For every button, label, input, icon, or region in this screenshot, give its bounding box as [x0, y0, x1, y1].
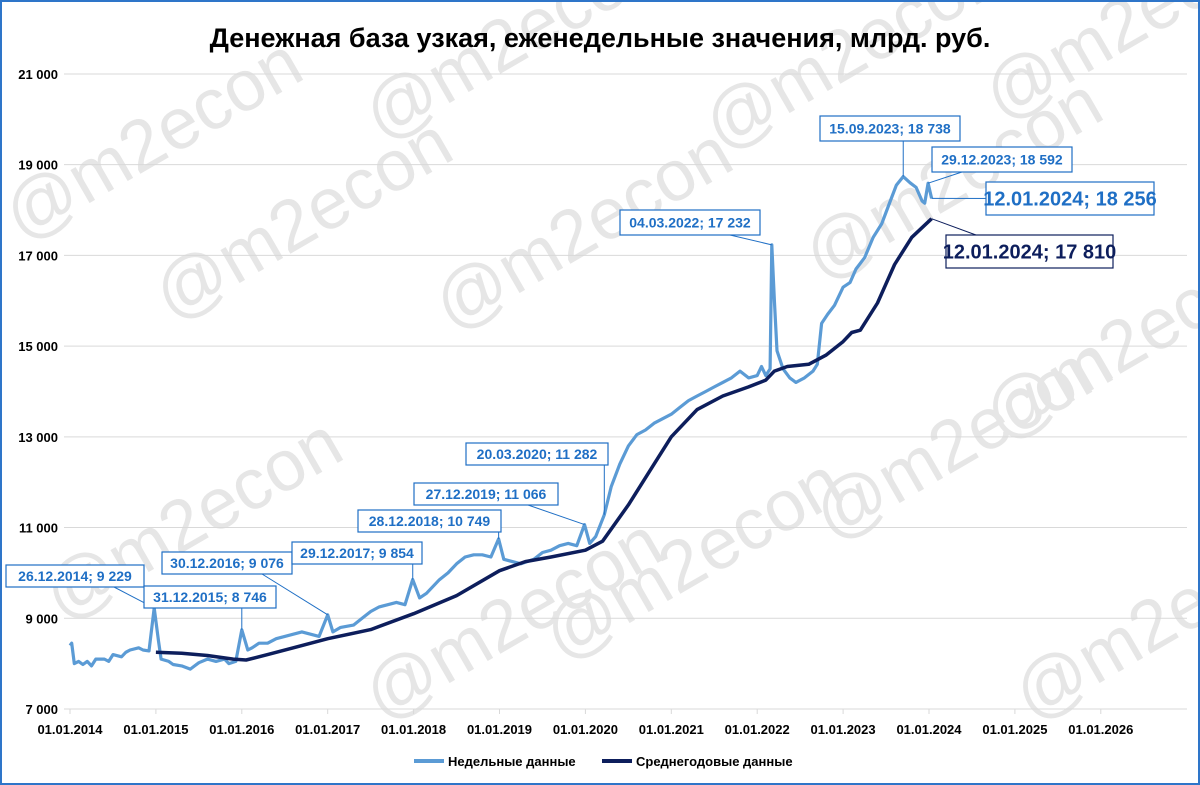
annotation-box — [931, 146, 1073, 173]
y-tick-label: 21 000 — [18, 67, 58, 82]
series-line-weekly — [68, 175, 934, 671]
series-line-average — [155, 217, 933, 662]
annotation-box — [465, 442, 609, 466]
y-tick-label: 17 000 — [18, 248, 58, 263]
chart-title: Денежная база узкая, еженедельные значен… — [210, 23, 991, 53]
y-tick-label: 19 000 — [18, 158, 58, 173]
annotation-label: 30.12.2016; 9 076 — [170, 555, 284, 571]
annotation-box — [143, 585, 277, 609]
watermark-layer: @m2econ@m2econ@m2econ@m2econ@m2econ@m2ec… — [2, 2, 1198, 736]
watermark-text: @m2econ — [1000, 502, 1198, 736]
annotation-leader-line — [927, 171, 963, 184]
annotation-label: 12.01.2024; 17 810 — [943, 242, 1117, 264]
annotation-label: 31.12.2015; 8 746 — [153, 589, 267, 605]
x-tick-label: 01.01.2024 — [896, 722, 962, 737]
x-tick-label: 01.01.2014 — [37, 722, 103, 737]
x-tick-label: 01.01.2017 — [295, 722, 360, 737]
legend-label-average: Среднегодовые данные — [636, 754, 793, 769]
annotation-box — [819, 115, 961, 142]
y-tick-label: 7 000 — [25, 702, 58, 717]
annotation-leader-line — [527, 504, 585, 526]
x-tick-label: 01.01.2023 — [811, 722, 876, 737]
annotation-label: 29.12.2017; 9 854 — [300, 545, 414, 561]
x-tick-label: 01.01.2020 — [553, 722, 618, 737]
y-tick-label: 11 000 — [19, 521, 58, 536]
annotation-leader-line — [729, 234, 772, 246]
annotation-box — [413, 482, 559, 506]
x-tick-label: 01.01.2016 — [209, 722, 274, 737]
annotation-label: 27.12.2019; 11 066 — [426, 486, 547, 502]
annotation-label: 28.12.2018; 10 749 — [369, 513, 491, 529]
y-tick-label: 9 000 — [25, 611, 58, 626]
annotation-leader-line — [931, 218, 977, 236]
annotation-box — [945, 234, 1114, 269]
annotation-label: 26.12.2014; 9 229 — [18, 568, 132, 584]
annotation-box — [5, 564, 145, 588]
x-tick-label: 01.01.2019 — [467, 722, 532, 737]
x-tick-label: 01.01.2022 — [725, 722, 790, 737]
x-tick-label: 01.01.2015 — [123, 722, 188, 737]
annotation-label: 12.01.2024; 18 256 — [983, 189, 1157, 211]
annotation-box — [619, 209, 761, 236]
annotation-label: 15.09.2023; 18 738 — [829, 121, 951, 137]
annotation-box — [985, 181, 1155, 216]
legend: Недельные данные Среднегодовые данные — [414, 754, 793, 769]
annotation-leader-line — [261, 573, 328, 616]
y-tick-label: 15 000 — [18, 339, 58, 354]
annotation-box — [291, 541, 423, 565]
legend-label-weekly: Недельные данные — [448, 754, 576, 769]
annotation-label: 20.03.2020; 11 282 — [477, 446, 598, 462]
x-tick-label: 01.01.2021 — [639, 722, 704, 737]
y-tick-label: 13 000 — [18, 430, 58, 445]
x-tick-label: 01.01.2018 — [381, 722, 446, 737]
annotation-label: 29.12.2023; 18 592 — [941, 152, 1063, 168]
annotation-label: 04.03.2022; 17 232 — [629, 215, 751, 231]
x-tick-label: 01.01.2026 — [1068, 722, 1133, 737]
x-tick-label: 01.01.2025 — [982, 722, 1047, 737]
annotation-box — [357, 509, 502, 533]
